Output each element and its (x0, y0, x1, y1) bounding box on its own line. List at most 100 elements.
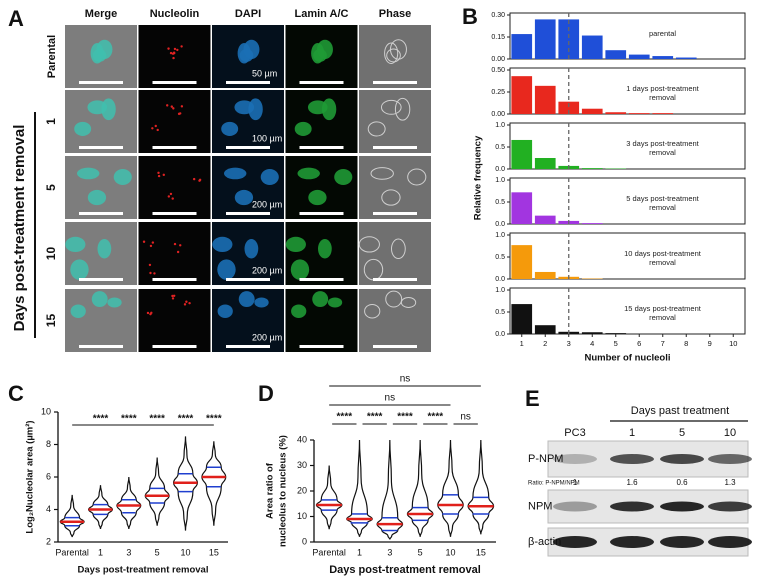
band (610, 501, 654, 512)
violin (116, 476, 142, 530)
scale-bar (226, 146, 270, 149)
panel-letter: A (8, 6, 24, 31)
row-label: Parental (46, 35, 58, 78)
cell (107, 297, 122, 308)
bar (511, 304, 533, 334)
annotation: 3 days post-treatment removal (626, 139, 699, 157)
micrograph (359, 90, 431, 153)
scale-bar (226, 212, 270, 215)
plot-frame (509, 12, 746, 60)
scale-bar (373, 278, 417, 281)
bar (581, 332, 603, 334)
band (610, 454, 654, 464)
axis-title: nucleolus to nucleus (%) (278, 435, 289, 547)
x-tick-label: 9 (708, 339, 712, 348)
nucleolus (151, 241, 155, 244)
scale-bar (152, 81, 197, 84)
nucleus (260, 169, 279, 185)
band (708, 454, 752, 464)
ratio-value: 1 (573, 478, 578, 487)
cell-outline (358, 236, 380, 253)
bar (511, 192, 533, 224)
plot-frame (509, 67, 746, 115)
scale-bar (79, 81, 123, 84)
x-tick-label: 1 (520, 339, 524, 348)
row-label: NPM (528, 500, 552, 512)
nucleolus (171, 294, 174, 298)
scale-bar (152, 146, 197, 149)
nucleolus (173, 47, 177, 51)
significance-label: **** (149, 414, 165, 425)
nucleolus (170, 105, 173, 108)
cell (87, 100, 108, 115)
violin (406, 439, 434, 537)
x-tick-label: 8 (684, 339, 688, 348)
row-label: 5 (44, 184, 58, 191)
lane-label: PC3 (564, 427, 585, 439)
cell-outline (367, 121, 386, 137)
y-tick-label: 30 (297, 460, 307, 470)
nucleolus (171, 297, 175, 300)
y-tick-label: 0.0 (495, 276, 505, 283)
nucleus (334, 169, 353, 185)
bar (605, 333, 627, 334)
nucleolus (167, 195, 171, 198)
y-tick-label: 0.00 (491, 111, 505, 118)
nucleolus (192, 177, 196, 181)
nucleus (297, 167, 320, 180)
micrograph (138, 156, 211, 219)
bar (581, 108, 603, 114)
cell (96, 39, 113, 60)
bar (652, 56, 674, 59)
significance-label: **** (178, 414, 194, 425)
nucleus (224, 167, 247, 180)
nucleolus (179, 244, 182, 247)
y-tick-label: 0.0 (495, 166, 505, 173)
cell (65, 236, 86, 253)
micrograph (285, 90, 358, 153)
scale-bar (79, 146, 123, 149)
cell (87, 189, 107, 206)
axis-title: Days post-treatment removal (329, 564, 481, 576)
y-tick-label: 10 (297, 511, 307, 521)
band (660, 454, 704, 464)
cell (70, 259, 89, 280)
nucleus (307, 100, 328, 115)
nucleolus (169, 192, 173, 196)
micrograph (65, 90, 137, 153)
nucleolus (149, 244, 153, 248)
axis-title: Number of nucleoli (584, 353, 670, 364)
cell (70, 304, 86, 319)
row-label: 10 (44, 247, 58, 261)
bar (581, 35, 603, 59)
x-tick-label: 6 (637, 339, 641, 348)
scale-bar (299, 278, 344, 281)
bar (605, 50, 627, 59)
bar (558, 19, 580, 59)
scale-bar (299, 146, 344, 149)
y-tick-label: 1.0 (495, 287, 505, 294)
y-tick-label: 0.00 (491, 56, 505, 63)
significance-label: ns (400, 374, 411, 385)
column-header: Lamin A/C (295, 8, 349, 20)
nucleolus (188, 301, 191, 305)
scale-bar (226, 345, 270, 348)
annotation: 5 days post-treatment removal (626, 194, 699, 212)
x-tick-label: 10 (180, 547, 190, 557)
row-label: 15 (44, 314, 58, 328)
micrograph (359, 222, 431, 285)
nucleolus (198, 178, 202, 182)
scale-label: 100 µm (252, 133, 282, 143)
band (660, 536, 704, 548)
scale-bar (373, 81, 417, 84)
violin (437, 439, 464, 537)
column-header: Phase (379, 8, 411, 20)
scale-label: 50 µm (252, 68, 277, 78)
significance-label: **** (367, 412, 383, 423)
nucleolus (171, 197, 174, 200)
x-tick-label: 2 (543, 339, 547, 348)
y-tick-label: 0.0 (495, 221, 505, 228)
bar (534, 271, 556, 279)
y-tick-label: 0.0 (495, 331, 505, 338)
panel-letter: C (8, 381, 24, 406)
